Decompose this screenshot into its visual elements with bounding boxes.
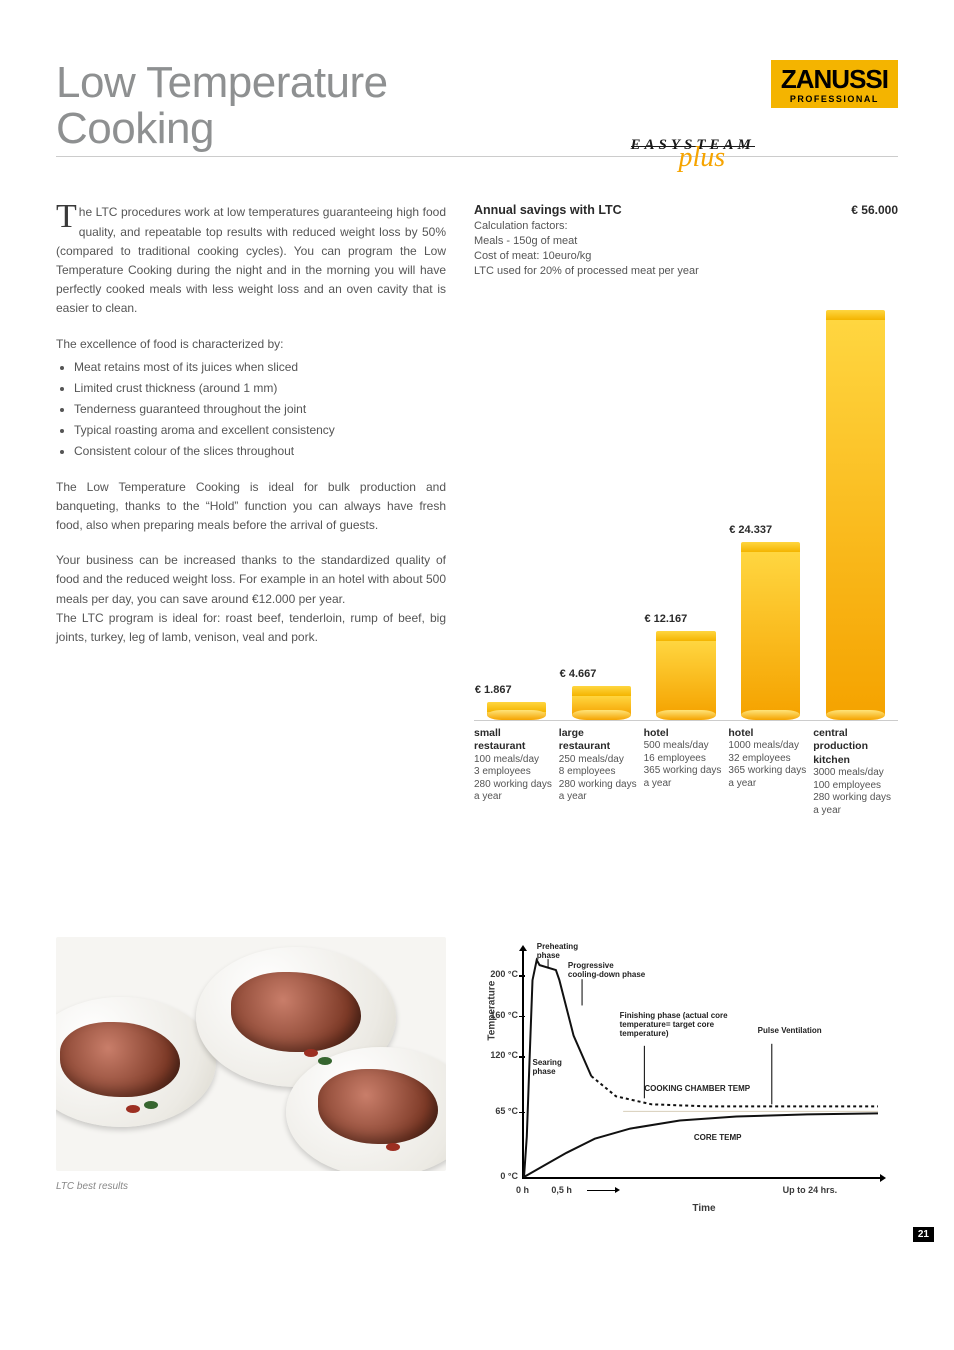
para-hold: The Low Temperature Cooking is ideal for… — [56, 478, 446, 536]
zanussi-logo-top: ZANUSSI — [781, 66, 888, 92]
bar: € 24.337 — [741, 542, 800, 720]
zanussi-logo-sub: PROFESSIONAL — [781, 94, 888, 104]
chart-header-row: Annual savings with LTC Calculation fact… — [474, 203, 898, 284]
bar-category-title: hotel — [644, 727, 669, 739]
savings-bar-chart: € 1.867€ 4.667€ 12.167€ 24.337 — [474, 291, 898, 721]
bar-category-title: small restaurant — [474, 727, 525, 753]
bar: € 4.667 — [572, 686, 631, 720]
bar-category-line: 1000 meals/day — [728, 740, 807, 753]
zanussi-logo: ZANUSSI PROFESSIONAL — [771, 60, 898, 108]
content-row: The LTC procedures work at low temperatu… — [56, 203, 898, 817]
bar-category-line: 365 working days a year — [728, 765, 807, 790]
right-column: Annual savings with LTC Calculation fact… — [474, 203, 898, 817]
bar-category-line: 280 working days a year — [813, 792, 892, 817]
chart-title: Annual savings with LTC — [474, 203, 699, 217]
bar-category-line: 3000 meals/day — [813, 767, 892, 780]
page-title-line2: Cooking — [56, 106, 613, 152]
intro-paragraph: The LTC procedures work at low temperatu… — [56, 203, 446, 318]
bar-category: hotel1000 meals/day32 employees365 worki… — [728, 727, 813, 818]
bar-category-title: central production kitchen — [813, 727, 868, 766]
photo-block: LTC best results — [56, 937, 446, 1192]
bar-value-label: € 24.337 — [729, 524, 812, 536]
bar-category: hotel500 meals/day16 employees365 workin… — [644, 727, 729, 818]
top-bar-value: € 56.000 — [851, 203, 898, 217]
chart-annotation: COOKING CHAMBER TEMP — [644, 1084, 784, 1093]
bar-category-line: 16 employees — [644, 753, 723, 766]
temperature-chart: Temperature 200 °C160 °C120 °C65 °C0 °C0… — [474, 937, 898, 1228]
bar-category-line: 280 working days a year — [474, 779, 553, 804]
x-tick: 0,5 h — [551, 1185, 572, 1195]
calc-factors: Calculation factors: Meals - 150g of mea… — [474, 219, 699, 278]
bar: € 1.867 — [487, 702, 546, 720]
para-business: Your business can be increased thanks to… — [56, 551, 446, 609]
bar-category-title: hotel — [728, 727, 753, 739]
chart-annotation: Searing phase — [532, 1058, 576, 1076]
page-title-line1: Low Temperature — [56, 60, 613, 106]
bar-category: small restaurant100 meals/day3 employees… — [474, 727, 559, 818]
x-tick: Up to 24 hrs. — [783, 1185, 838, 1195]
chart-annotation: Progressive cooling-down phase — [568, 961, 646, 979]
bar — [826, 310, 885, 720]
easysteam-wordmark: EASYSTEAM plus — [631, 136, 755, 154]
bar-category: central production kitchen3000 meals/day… — [813, 727, 898, 818]
calc-factor: Cost of meat: 10euro/kg — [474, 249, 699, 264]
bar-category-line: 3 employees — [474, 766, 553, 779]
bullet-item: Typical roasting aroma and excellent con… — [74, 421, 446, 440]
bar-slot: € 12.167 — [644, 291, 729, 720]
bar-slot — [813, 291, 898, 720]
bar-value-label: € 1.867 — [475, 684, 558, 696]
bullet-item: Meat retains most of its juices when sli… — [74, 358, 446, 377]
chart-header-left: Annual savings with LTC Calculation fact… — [474, 203, 699, 284]
bullet-item: Tenderness guaranteed throughout the joi… — [74, 400, 446, 419]
para-ideal: The LTC program is ideal for: roast beef… — [56, 609, 446, 647]
title-block: Low Temperature Cooking — [56, 60, 613, 152]
bar-category-line: 100 employees — [813, 780, 892, 793]
calc-factors-label: Calculation factors: — [474, 219, 699, 234]
bar-category: large restaurant250 meals/day8 employees… — [559, 727, 644, 818]
page-number: 21 — [913, 1227, 934, 1242]
photo-caption: LTC best results — [56, 1181, 446, 1192]
ltc-photo — [56, 937, 446, 1171]
easysteam-plus: plus — [679, 142, 726, 174]
bar-category-line: 365 working days a year — [644, 765, 723, 790]
temperature-plot: Temperature 200 °C160 °C120 °C65 °C0 °C0… — [522, 951, 880, 1179]
lower-row: LTC best results Temperature 200 °C160 °… — [56, 937, 898, 1228]
bar-category-line: 32 employees — [728, 753, 807, 766]
y-tick: 120 °C — [482, 1050, 518, 1060]
calc-factor: LTC used for 20% of processed meat per y… — [474, 264, 699, 279]
bar-category-line: 500 meals/day — [644, 740, 723, 753]
bar: € 12.167 — [656, 631, 715, 720]
x-axis-label: Time — [522, 1203, 886, 1214]
bar-slot: € 4.667 — [559, 291, 644, 720]
bullet-item: Limited crust thickness (around 1 mm) — [74, 379, 446, 398]
bar-categories: small restaurant100 meals/day3 employees… — [474, 727, 898, 818]
bar-category-line: 8 employees — [559, 766, 638, 779]
chart-annotation: Finishing phase (actual core temperature… — [620, 1011, 750, 1039]
bar-category-title: large restaurant — [559, 727, 610, 753]
bar-slot: € 24.337 — [728, 291, 813, 720]
y-tick: 160 °C — [482, 1010, 518, 1020]
bullet-item: Consistent colour of the slices througho… — [74, 442, 446, 461]
chart-annotation: CORE TEMP — [694, 1133, 774, 1142]
bar-category-line: 100 meals/day — [474, 754, 553, 767]
excellence-lead: The excellence of food is characterized … — [56, 335, 446, 354]
excellence-bullets: Meat retains most of its juices when sli… — [56, 358, 446, 462]
chart-annotation: Preheating phase — [537, 942, 597, 960]
header: Low Temperature Cooking EASYSTEAM plus Z… — [56, 60, 898, 157]
y-tick: 65 °C — [482, 1106, 518, 1116]
x-tick: 0 h — [516, 1185, 529, 1195]
calc-factor: Meals - 150g of meat — [474, 234, 699, 249]
bar-slot: € 1.867 — [474, 291, 559, 720]
bar-value-label: € 12.167 — [644, 613, 727, 625]
y-tick: 200 °C — [482, 969, 518, 979]
bar-category-line: 280 working days a year — [559, 779, 638, 804]
bar-category-line: 250 meals/day — [559, 754, 638, 767]
bar-value-label: € 4.667 — [560, 668, 643, 680]
left-column: The LTC procedures work at low temperatu… — [56, 203, 446, 817]
y-tick: 0 °C — [482, 1171, 518, 1181]
chart-annotation: Pulse Ventilation — [758, 1026, 848, 1035]
